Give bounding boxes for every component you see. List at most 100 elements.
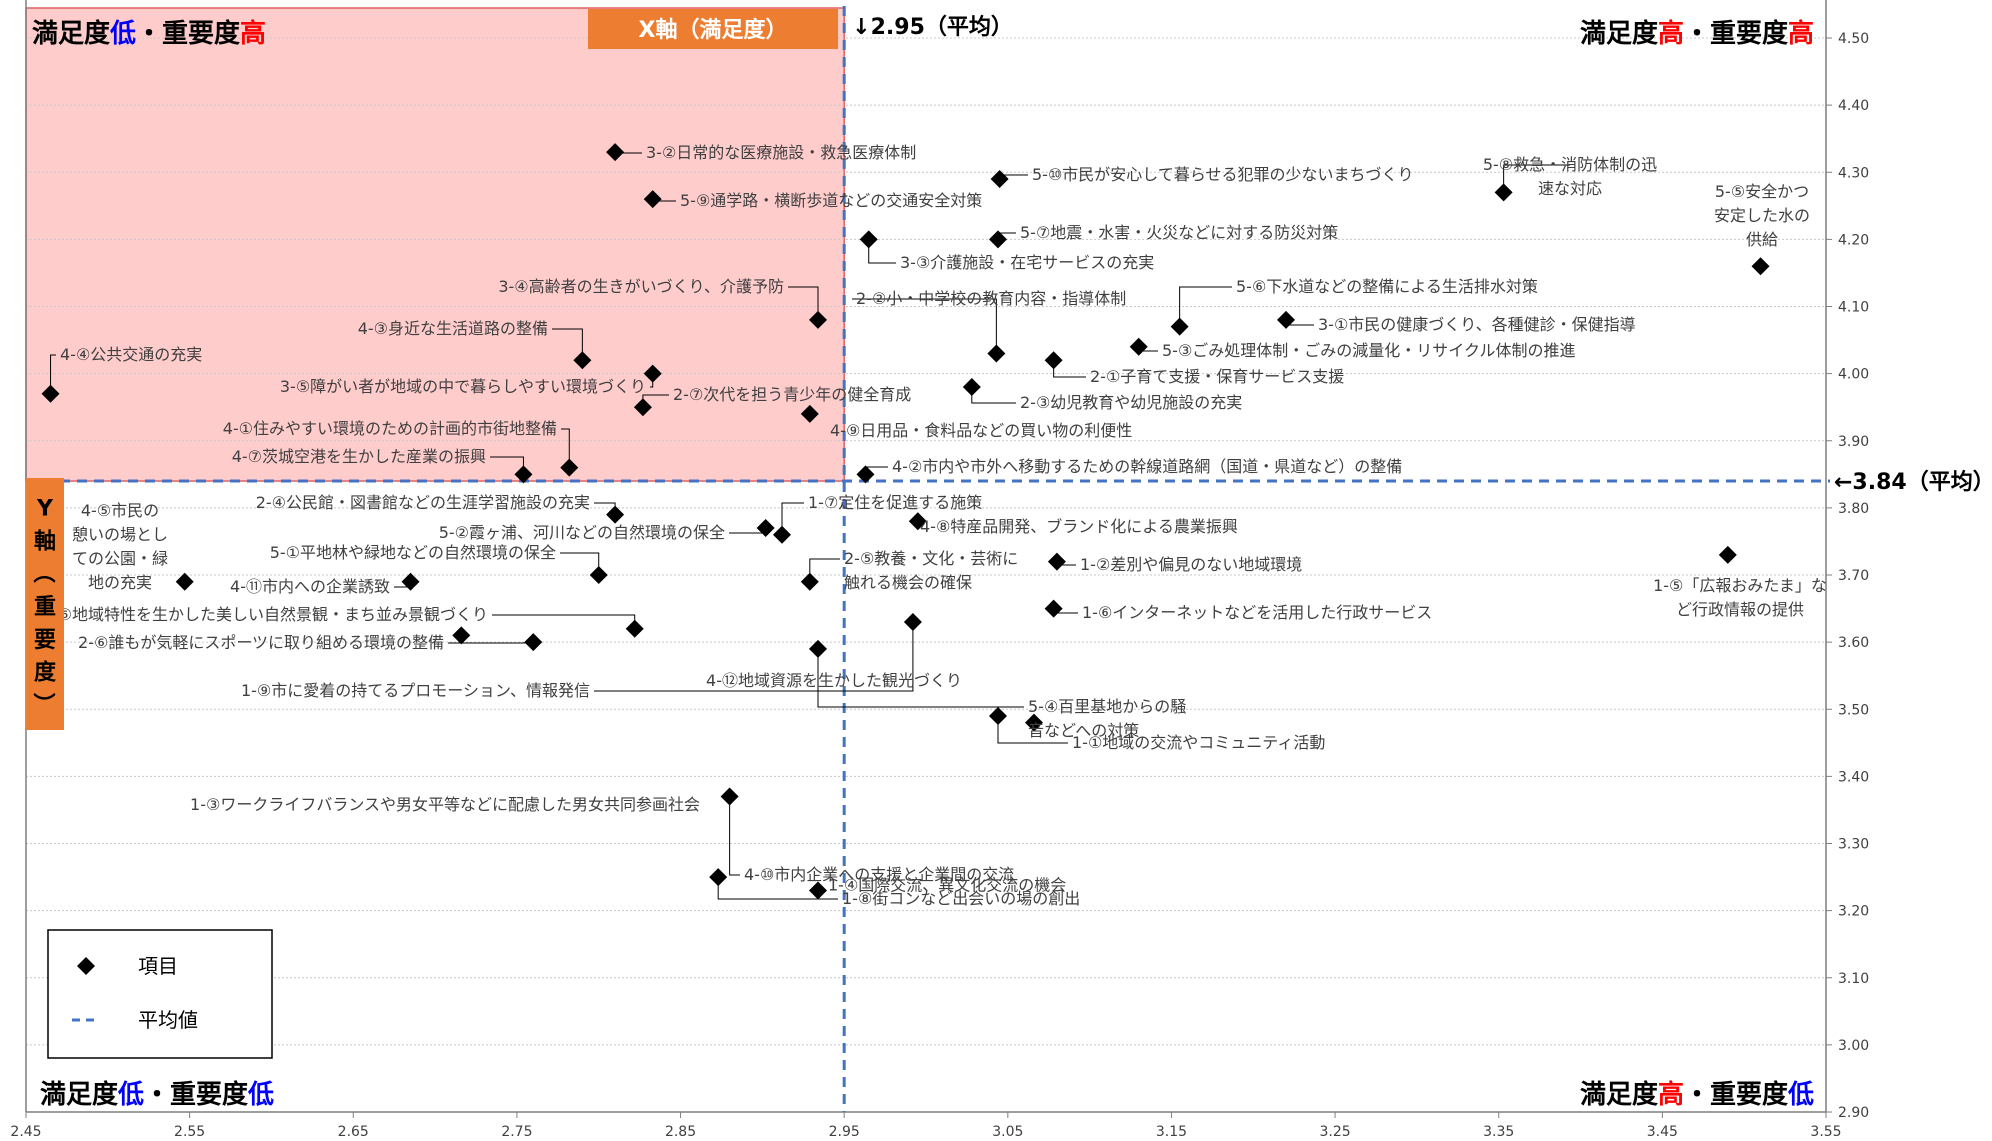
data-point-marker [987,344,1006,363]
data-point-label: 4-③身近な生活道路の整備 [358,319,548,338]
data-point-label: 4-⑫地域資源を生かした観光づくり [706,671,962,690]
leader-line [1179,286,1232,327]
data-point-marker [709,868,728,887]
y-tick-label: 4.40 [1838,98,1869,114]
data-point-label: 5-⑥下水道などの整備による生活排水対策 [1236,277,1538,296]
y-tick-label: 4.30 [1838,165,1869,181]
data-point-marker [1129,337,1148,356]
data-point-marker [452,626,471,645]
data-point-label: 4-④公共交通の充実 [60,345,202,364]
data-point-label: 1-④国際交流、異文化交流の機会 [828,875,1066,894]
data-point-label: 2-⑥誰もが気軽にスポーツに取り組める環境の整備 [78,633,444,652]
leader-line [997,715,1068,744]
quadrant-label-bottom-left: 満足度低・重要度低 [40,1079,274,1110]
data-point-marker [401,572,420,591]
data-point-label: 3-①市民の健康づくり、各種健診・保健指導 [1318,315,1636,334]
y-tick-label: 3.60 [1838,635,1869,651]
data-point-marker [1170,317,1189,336]
data-point-marker [1047,552,1066,571]
data-point-marker [990,169,1009,188]
data-point-marker [606,505,625,524]
data-point-marker [524,633,543,652]
x-tick-label: 3.25 [1320,1124,1351,1140]
data-point-label: 2-⑦次代を担う青少年の健全育成 [673,385,911,404]
data-point-label: 5-⑦地震・水害・火災などに対する防災対策 [1020,223,1338,242]
y-tick-label: 4.20 [1838,232,1869,248]
data-point-label: 4-⑨日用品・食料品などの買い物の利便性 [830,421,1132,440]
data-point-label: 4-②市内や市外へ移動するための幹線道路網（国道・県道など）の整備 [892,457,1402,476]
data-point-marker [41,384,60,403]
x-tick-label: 3.45 [1647,1124,1678,1140]
y-average-label: ←3.84（平均） [1834,469,1992,495]
data-point-marker [514,465,533,484]
svg-text:要: 要 [34,628,56,653]
data-point-marker [800,404,819,423]
y-tick-label: 3.50 [1838,702,1869,718]
leader-line [561,428,570,468]
data-point-marker [1044,599,1063,618]
leader-line [788,286,819,320]
x-tick-label: 3.55 [1810,1124,1841,1140]
data-point-label: 1-⑥インターネットなどを活用した行政サービス [1082,603,1432,622]
x-tick-label: 2.65 [338,1124,369,1140]
data-point-label: 1-⑦定住を促進する施策 [808,493,982,512]
y-tick-label: 4.10 [1838,300,1869,316]
data-point-label: 2-③幼児教育や幼児施設の充実 [1020,393,1242,412]
quadrant-label-top-left: 満足度低・重要度高 [32,18,266,49]
data-point-label: 3-④高齢者の生きがいづくり、介護予防 [498,277,784,296]
leader-line [729,796,740,876]
data-point-label: 2-⑤教養・文化・芸術に触れる機会の確保 [844,549,1018,592]
y-tick-label: 3.00 [1838,1038,1869,1054]
y-tick-label: 2.90 [1838,1105,1869,1121]
y-tick-label: 3.70 [1838,568,1869,584]
leader-line [817,648,1024,708]
y-tick-label: 3.80 [1838,501,1869,517]
quadrant-label-top-right: 満足度高・重要度高 [1580,18,1814,49]
data-point-label: 1-⑤「広報おみたま」など行政情報の提供 [1653,576,1827,619]
legend-diamond-icon [77,957,95,975]
data-point-label: 4-⑩市内企業への支援と企業間の交流 [744,865,1014,884]
highlight-quadrant [25,7,845,482]
data-point-label: 1-①地域の交流やコミュニティ活動 [1072,733,1325,752]
data-point-label: 3-②日常的な医療施設・救急医療体制 [646,143,916,162]
data-point-label: 1-②差別や偏見のない地域環境 [1080,555,1302,574]
x-tick-label: 2.45 [10,1124,41,1140]
data-point-marker [643,190,662,209]
data-point-marker [800,572,819,591]
data-point-marker [643,364,662,383]
svg-text:軸: 軸 [34,528,56,554]
y-tick-label: 4.50 [1838,31,1869,47]
legend-label: 項目 [138,954,178,978]
x-tick-label: 2.55 [174,1124,205,1140]
data-point-marker [908,512,927,531]
x-tick-label: 3.15 [1156,1124,1187,1140]
data-point-marker [560,458,579,477]
y-tick-label: 3.90 [1838,434,1869,450]
data-point-label: 4-⑪市内への企業誘致 [230,577,390,596]
data-point-marker [1025,713,1043,732]
data-point-marker [989,706,1007,725]
leader-line [781,502,804,535]
data-point-label: 4-⑤市民の憩いの場としての公園・緑地の充実 [72,501,168,592]
data-point-label: 4-⑧特産品開発、ブランド化による農業振興 [920,517,1238,536]
data-point-marker [903,612,922,631]
x-tick-label: 3.35 [1483,1124,1514,1140]
y-tick-label: 3.20 [1838,904,1869,920]
leader-line [552,328,583,361]
data-point-marker [720,787,739,806]
data-point-marker [625,619,644,638]
data-point-marker [1718,545,1737,564]
leader-line [1503,164,1570,193]
data-point-marker [1044,351,1063,370]
leader-line [852,298,997,354]
data-point-label: 5-⑤安全かつ安定した水の供給 [1714,182,1810,249]
data-point-label: 1-③ワークライフバランスや男女平等などに配慮した男女共同参画社会 [190,795,700,814]
quadrant-label-bottom-right: 満足度高・重要度低 [1580,1079,1814,1110]
data-point-label: 5-⑧救急・消防体制の迅速な対応 [1483,155,1657,198]
data-point-label: 5-①平地林や緑地などの自然環境の保全 [270,543,556,562]
data-point-marker [989,230,1007,249]
x-tick-label: 2.85 [665,1124,696,1140]
data-point-label: 2-①子育て支援・保育サービス支援 [1090,367,1344,386]
